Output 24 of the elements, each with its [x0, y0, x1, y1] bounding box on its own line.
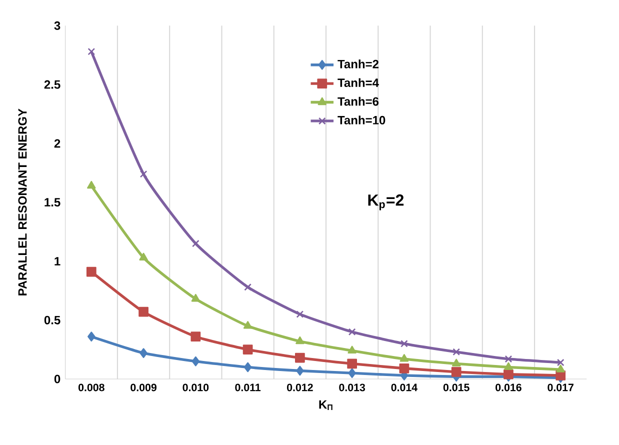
x-tick-label: 0.013	[339, 384, 366, 392]
y-axis-title: PARALLEL RESONANT ENERGY	[18, 108, 27, 296]
y-tick-label: 0	[54, 374, 60, 384]
y-tick-label: 0.5	[44, 316, 60, 324]
y-tick-label: 1	[54, 257, 60, 266]
y-tick-label: 3	[54, 21, 60, 30]
annotation: K$_{p}$=2	[368, 194, 404, 210]
x-axis-title: K$_{Π}$	[319, 400, 332, 410]
x-tick-label: 0.008	[78, 384, 104, 392]
legend-label: Tanh=6	[338, 96, 379, 106]
y-tick-label: 2.5	[44, 80, 60, 89]
x-tick-label: 0.011	[235, 384, 261, 392]
legend-label: Tanh=2	[338, 60, 378, 68]
x-tick-label: 0.010	[182, 384, 209, 392]
y-tick-label: 1.5	[44, 198, 60, 207]
x-tick-label: 0.014	[391, 384, 418, 392]
x-tick-label: 0.015	[443, 384, 470, 392]
y-tick-label: 2	[54, 139, 60, 148]
x-tick-label: 0.009	[130, 384, 156, 392]
legend-label: Tanh=4	[338, 78, 379, 88]
x-tick-label: 0.017	[548, 384, 574, 392]
x-tick-label: 0.016	[496, 384, 522, 392]
legend-label: Tanh=10	[338, 116, 386, 124]
x-tick-label: 0.012	[287, 384, 313, 392]
